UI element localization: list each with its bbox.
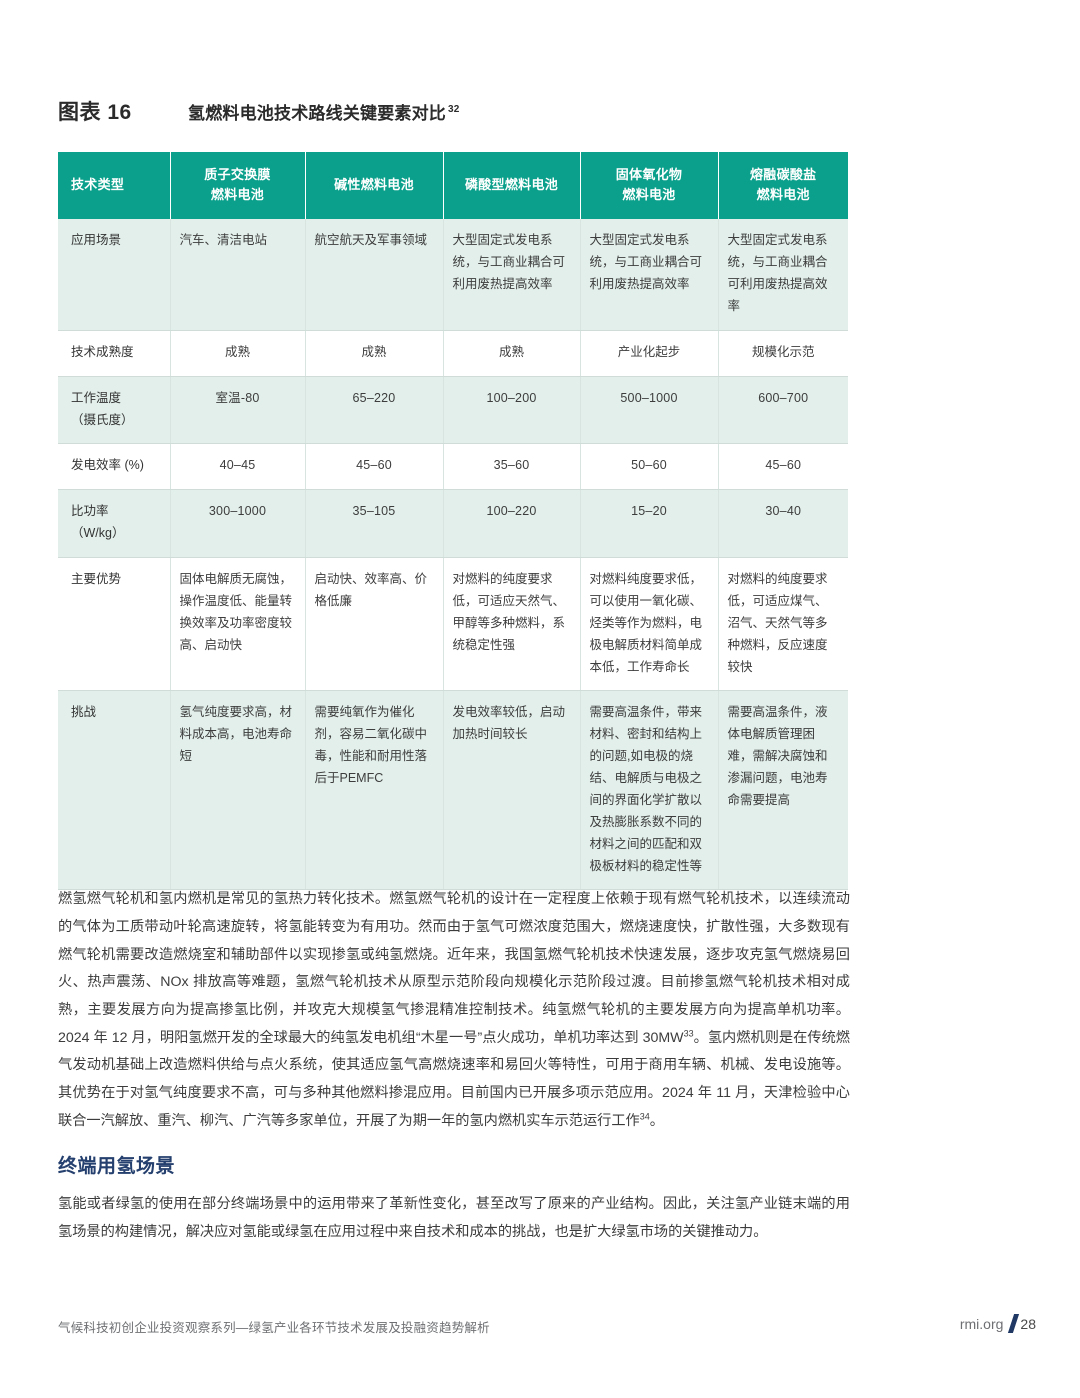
cell: 大型固定式发电系统，与工商业耦合可利用废热提高效率 [443, 219, 581, 331]
column-header-pemfc: 质子交换膜 燃料电池 [170, 152, 306, 220]
footnote-ref-34: 34 [639, 1110, 650, 1121]
cell: 300–1000 [170, 489, 306, 559]
table-row: 工作温度 （摄氏度） 室温-80 65–220 100–200 500–1000… [58, 376, 848, 445]
cell: 40–45 [170, 443, 306, 491]
row-label-line: （W/kg） [71, 526, 125, 541]
column-header-mcfc: 熔融碳酸盐 燃料电池 [718, 152, 848, 220]
paragraph-text: 。氢内燃机则是在传统燃气发动机基础上改造燃料供给与点火系统，使其适应氢气高燃烧速… [58, 1029, 850, 1129]
column-header-afc: 碱性燃料电池 [305, 152, 444, 220]
row-label-temperature: 工作温度 （摄氏度） [58, 376, 171, 445]
row-label-challenges: 挑战 [58, 690, 171, 891]
row-label-advantages: 主要优势 [58, 557, 171, 692]
cell: 35–105 [305, 489, 444, 559]
cell: 成熟 [170, 330, 306, 377]
cell: 65–220 [305, 376, 444, 445]
cell: 发电效率较低，启动加热时间较长 [443, 690, 581, 891]
table-row: 发电效率 (%) 40–45 45–60 35–60 50–60 45–60 [58, 443, 848, 491]
paragraph-hydrogen-turbine: 燃氢燃气轮机和氢内燃机是常见的氢热力转化技术。燃氢燃气轮机的设计在一定程度上依赖… [58, 886, 850, 1135]
table-header-row: 技术类型 质子交换膜 燃料电池 碱性燃料电池 磷酸型燃料电池 固体氧化物 燃料电… [58, 152, 848, 220]
cell: 35–60 [443, 443, 581, 491]
figure-label: 图表 16 [58, 101, 132, 124]
header-line: 熔融碳酸盐 [749, 167, 817, 182]
table-header: 技术类型 质子交换膜 燃料电池 碱性燃料电池 磷酸型燃料电池 固体氧化物 燃料电… [58, 152, 848, 220]
fuel-cell-comparison-table: 技术类型 质子交换膜 燃料电池 碱性燃料电池 磷酸型燃料电池 固体氧化物 燃料电… [58, 152, 848, 891]
column-header-pafc: 磷酸型燃料电池 [443, 152, 581, 220]
figure-caption: 图表 16 氢燃料电池技术路线关键要素对比 32 [58, 96, 460, 126]
row-label-maturity: 技术成熟度 [58, 330, 171, 377]
cell: 100–220 [443, 489, 581, 559]
paragraph-text: 燃氢燃气轮机和氢内燃机是常见的氢热力转化技术。燃氢燃气轮机的设计在一定程度上依赖… [58, 891, 850, 1046]
header-line: 技术类型 [71, 177, 125, 193]
paragraph-text: 。 [649, 1112, 664, 1129]
cell: 需要高温条件，带来材料、密封和结构上的问题,如电极的烧结、电解质与电极之间的界面… [580, 690, 719, 891]
cell: 600–700 [718, 376, 848, 445]
cell: 规模化示范 [718, 330, 848, 377]
row-label-line: 工作温度 [71, 390, 122, 405]
cell: 成熟 [443, 330, 581, 377]
cell: 成熟 [305, 330, 444, 377]
slash-icon [1008, 1314, 1019, 1333]
cell: 500–1000 [580, 376, 719, 445]
column-header-tech-type: 技术类型 [58, 152, 171, 220]
cell: 对燃料纯度要求低，可以使用一氧化碳、烃类等作为燃料，电极电解质材料简单成本低，工… [580, 557, 719, 692]
table-row: 比功率 （W/kg） 300–1000 35–105 100–220 15–20… [58, 489, 848, 559]
cell: 50–60 [580, 443, 719, 491]
cell: 45–60 [305, 443, 444, 491]
footer-site-label: rmi.org [959, 1315, 1004, 1332]
cell: 室温-80 [170, 376, 306, 445]
cell: 30–40 [718, 489, 848, 559]
header-line: 燃料电池 [622, 187, 676, 203]
figure-title-footnote: 32 [448, 104, 460, 116]
cell: 大型固定式发电系统，与工商业耦合可利用废热提高效率 [580, 219, 719, 331]
cell: 产业化起步 [580, 330, 719, 377]
paragraph-end-use: 氢能或者绿氢的使用在部分终端场景中的运用带来了革新性变化，甚至改写了原来的产业结… [58, 1196, 850, 1240]
header-line: 碱性燃料电池 [334, 177, 414, 193]
cell: 45–60 [718, 443, 848, 491]
cell: 对燃料的纯度要求低，可适应天然气、甲醇等多种燃料，系统稳定性强 [443, 557, 581, 692]
cell: 汽车、清洁电站 [170, 219, 306, 331]
cell: 固体电解质无腐蚀，操作温度低、能量转换效率及功率密度较高、启动快 [170, 557, 306, 692]
figure-title-text: 氢燃料电池技术路线关键要素对比 [188, 104, 446, 123]
column-header-sofc: 固体氧化物 燃料电池 [580, 152, 719, 220]
table-row: 技术成熟度 成熟 成熟 成熟 产业化起步 规模化示范 [58, 330, 848, 377]
cell: 需要纯氧作为催化剂，容易二氧化碳中毒，性能和耐用性落后于PEMFC [305, 690, 444, 891]
table-row: 挑战 氢气纯度要求高，材料成本高，电池寿命短 需要纯氧作为催化剂，容易二氧化碳中… [58, 690, 848, 891]
row-label-specific-power: 比功率 （W/kg） [58, 489, 171, 559]
table-body: 应用场景 汽车、清洁电站 航空航天及军事领域 大型固定式发电系统，与工商业耦合可… [58, 219, 848, 891]
footer-page-number: 28 [1020, 1315, 1036, 1332]
header-line: 固体氧化物 [615, 167, 683, 182]
cell: 氢气纯度要求高，材料成本高，电池寿命短 [170, 690, 306, 891]
cell: 启动快、效率高、价格低廉 [305, 557, 444, 692]
row-label-efficiency: 发电效率 (%) [58, 443, 171, 491]
header-line: 燃料电池 [210, 187, 265, 203]
header-line: 质子交换膜 [204, 167, 271, 182]
row-label-application: 应用场景 [58, 219, 171, 331]
cell: 100–200 [443, 376, 581, 445]
footer-report-title: 气候科技初创企业投资观察系列—绿氢产业各环节技术发展及投融资趋势解析 [58, 1321, 490, 1335]
cell: 航空航天及军事领域 [305, 219, 444, 331]
table-row: 主要优势 固体电解质无腐蚀，操作温度低、能量转换效率及功率密度较高、启动快 启动… [58, 557, 848, 692]
table-row: 应用场景 汽车、清洁电站 航空航天及军事领域 大型固定式发电系统，与工商业耦合可… [58, 219, 848, 331]
row-label-line: 比功率 [71, 504, 109, 519]
cell: 15–20 [580, 489, 719, 559]
header-line: 燃料电池 [756, 187, 810, 203]
cell: 需要高温条件，液体电解质管理困难，需解决腐蚀和渗漏问题，电池寿命需要提高 [718, 690, 848, 891]
cell: 对燃料的纯度要求低，可适应煤气、沼气、天然气等多种燃料，反应速度较快 [718, 557, 848, 692]
footer-branding: rmi.org 28 [960, 1314, 1036, 1333]
footnote-ref-33: 33 [683, 1027, 694, 1038]
header-line: 磷酸型燃料电池 [464, 177, 559, 193]
cell: 大型固定式发电系统，与工商业耦合可利用废热提高效率 [718, 219, 848, 331]
figure-title: 氢燃料电池技术路线关键要素对比 32 [188, 99, 460, 124]
section-heading-end-use: 终端用氢场景 [58, 1155, 176, 1177]
row-label-line: （摄氏度） [71, 412, 134, 427]
